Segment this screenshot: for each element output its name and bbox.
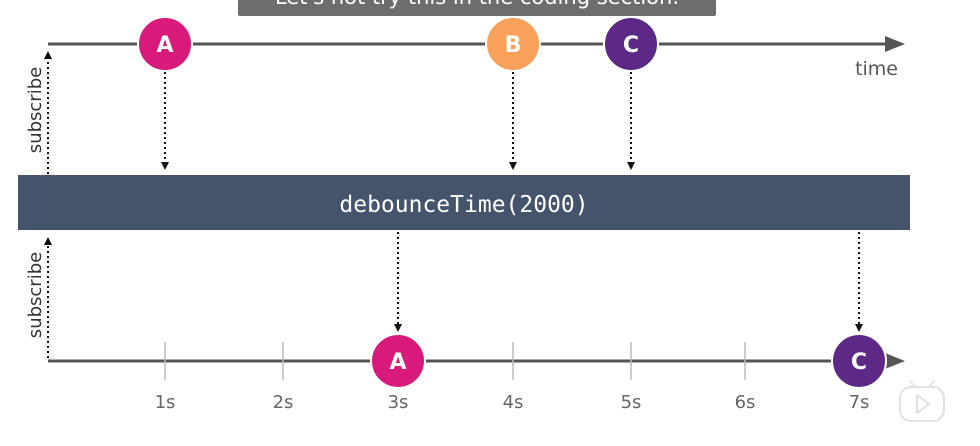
operator-label: debounceTime(2000) bbox=[339, 192, 588, 218]
subtitle-caption: Let's not try this in the coding section… bbox=[238, 0, 716, 16]
output-marble-a: A bbox=[370, 333, 426, 389]
output-tick-labels: 1s 2s 3s 4s 5s 6s 7s bbox=[155, 392, 870, 413]
output-subscribe-label: subscribe bbox=[25, 252, 46, 338]
tick-label-3s: 3s bbox=[388, 392, 409, 413]
play-button[interactable] bbox=[896, 378, 948, 424]
subtitle-text: Let's not try this in the coding section… bbox=[275, 0, 679, 9]
input-marble-b-label: B bbox=[505, 33, 522, 58]
input-timeline-arrowhead bbox=[885, 36, 905, 52]
operator-box: debounceTime(2000) bbox=[18, 175, 910, 230]
output-stream: subscribe 1s 2s 3s 4s 5s 6s 7s bbox=[25, 232, 905, 413]
time-axis-label: time bbox=[855, 58, 898, 80]
input-marble-b: B bbox=[485, 16, 541, 72]
output-timeline-arrowhead bbox=[885, 353, 905, 369]
output-marble-a-label: A bbox=[389, 350, 406, 375]
play-icon bbox=[899, 380, 945, 422]
tick-label-5s: 5s bbox=[621, 392, 642, 413]
tick-label-2s: 2s bbox=[273, 392, 294, 413]
tick-label-7s: 7s bbox=[849, 392, 870, 413]
tick-label-6s: 6s bbox=[735, 392, 756, 413]
input-stream: time subscribe A B C bbox=[25, 16, 905, 174]
input-marble-a: A bbox=[137, 16, 193, 72]
output-marble-c-label: C bbox=[851, 350, 867, 375]
tick-label-1s: 1s bbox=[155, 392, 176, 413]
operator-box-bg bbox=[18, 175, 910, 230]
tick-label-4s: 4s bbox=[503, 392, 524, 413]
input-marble-c-label: C bbox=[623, 33, 639, 58]
input-subscribe-label: subscribe bbox=[25, 67, 46, 153]
output-marble-c: C bbox=[831, 333, 887, 389]
input-marble-a-label: A bbox=[156, 33, 173, 58]
input-marble-c: C bbox=[603, 16, 659, 72]
